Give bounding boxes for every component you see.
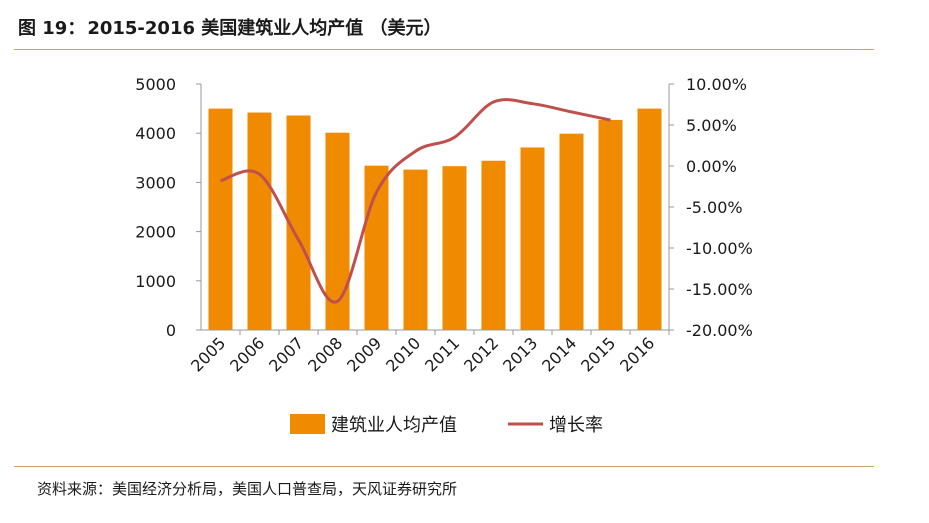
growth-rate-line [220,98,611,304]
header-divider [14,49,874,50]
bar-2008 [325,132,350,330]
left-tick-label: 5000 [135,75,176,94]
right-tick-label: -10.00% [686,239,753,258]
right-tick-label: 5.00% [686,116,737,135]
left-tick-label: 3000 [135,173,176,192]
legend-line-label: 增长率 [549,415,603,436]
bar-2005 [208,108,233,330]
left-tick-label: 0 [166,321,176,340]
chart-title: 2015-2016 美国建筑业人均产值 （美元） [87,18,442,39]
legend-bar-swatch [290,414,325,434]
footer-divider [14,466,874,467]
left-tick-label: 1000 [135,272,176,291]
bar-2016 [637,108,662,330]
bar-2010 [403,169,428,330]
x-tick-label: 2011 [421,333,463,375]
bar-2012 [481,160,506,330]
bar-2006 [247,112,272,330]
x-tick-label: 2009 [343,333,385,375]
bar-2014 [559,133,584,330]
right-tick-label: -5.00% [686,198,743,217]
x-tick-label: 2014 [538,333,580,375]
bar-2015 [598,119,623,330]
x-tick-label: 2010 [382,333,424,375]
x-tick-label: 2007 [265,333,307,375]
legend-bar-label: 建筑业人均产值 [331,415,457,436]
x-tick-label: 2006 [226,333,268,375]
bar-2013 [520,147,545,330]
left-tick-label: 4000 [135,124,176,143]
figure-number: 图 19： [18,18,86,39]
bar-2011 [442,166,467,330]
right-tick-label: 0.00% [686,157,737,176]
right-tick-label: -20.00% [686,321,753,340]
x-tick-label: 2013 [499,333,541,375]
x-tick-label: 2016 [616,333,658,375]
x-tick-label: 2012 [460,333,502,375]
x-tick-label: 2008 [304,333,346,375]
right-tick-label: -15.00% [686,280,753,299]
source-note: 资料来源：美国经济分析局，美国人口普查局，天风证券研究所 [37,480,458,498]
left-tick-label: 2000 [135,223,176,242]
x-tick-label: 2005 [187,333,229,375]
right-tick-label: 10.00% [686,75,747,94]
x-tick-label: 2015 [577,333,619,375]
page-title: 图 19： 2015-2016 美国建筑业人均产值 （美元） [18,14,442,44]
